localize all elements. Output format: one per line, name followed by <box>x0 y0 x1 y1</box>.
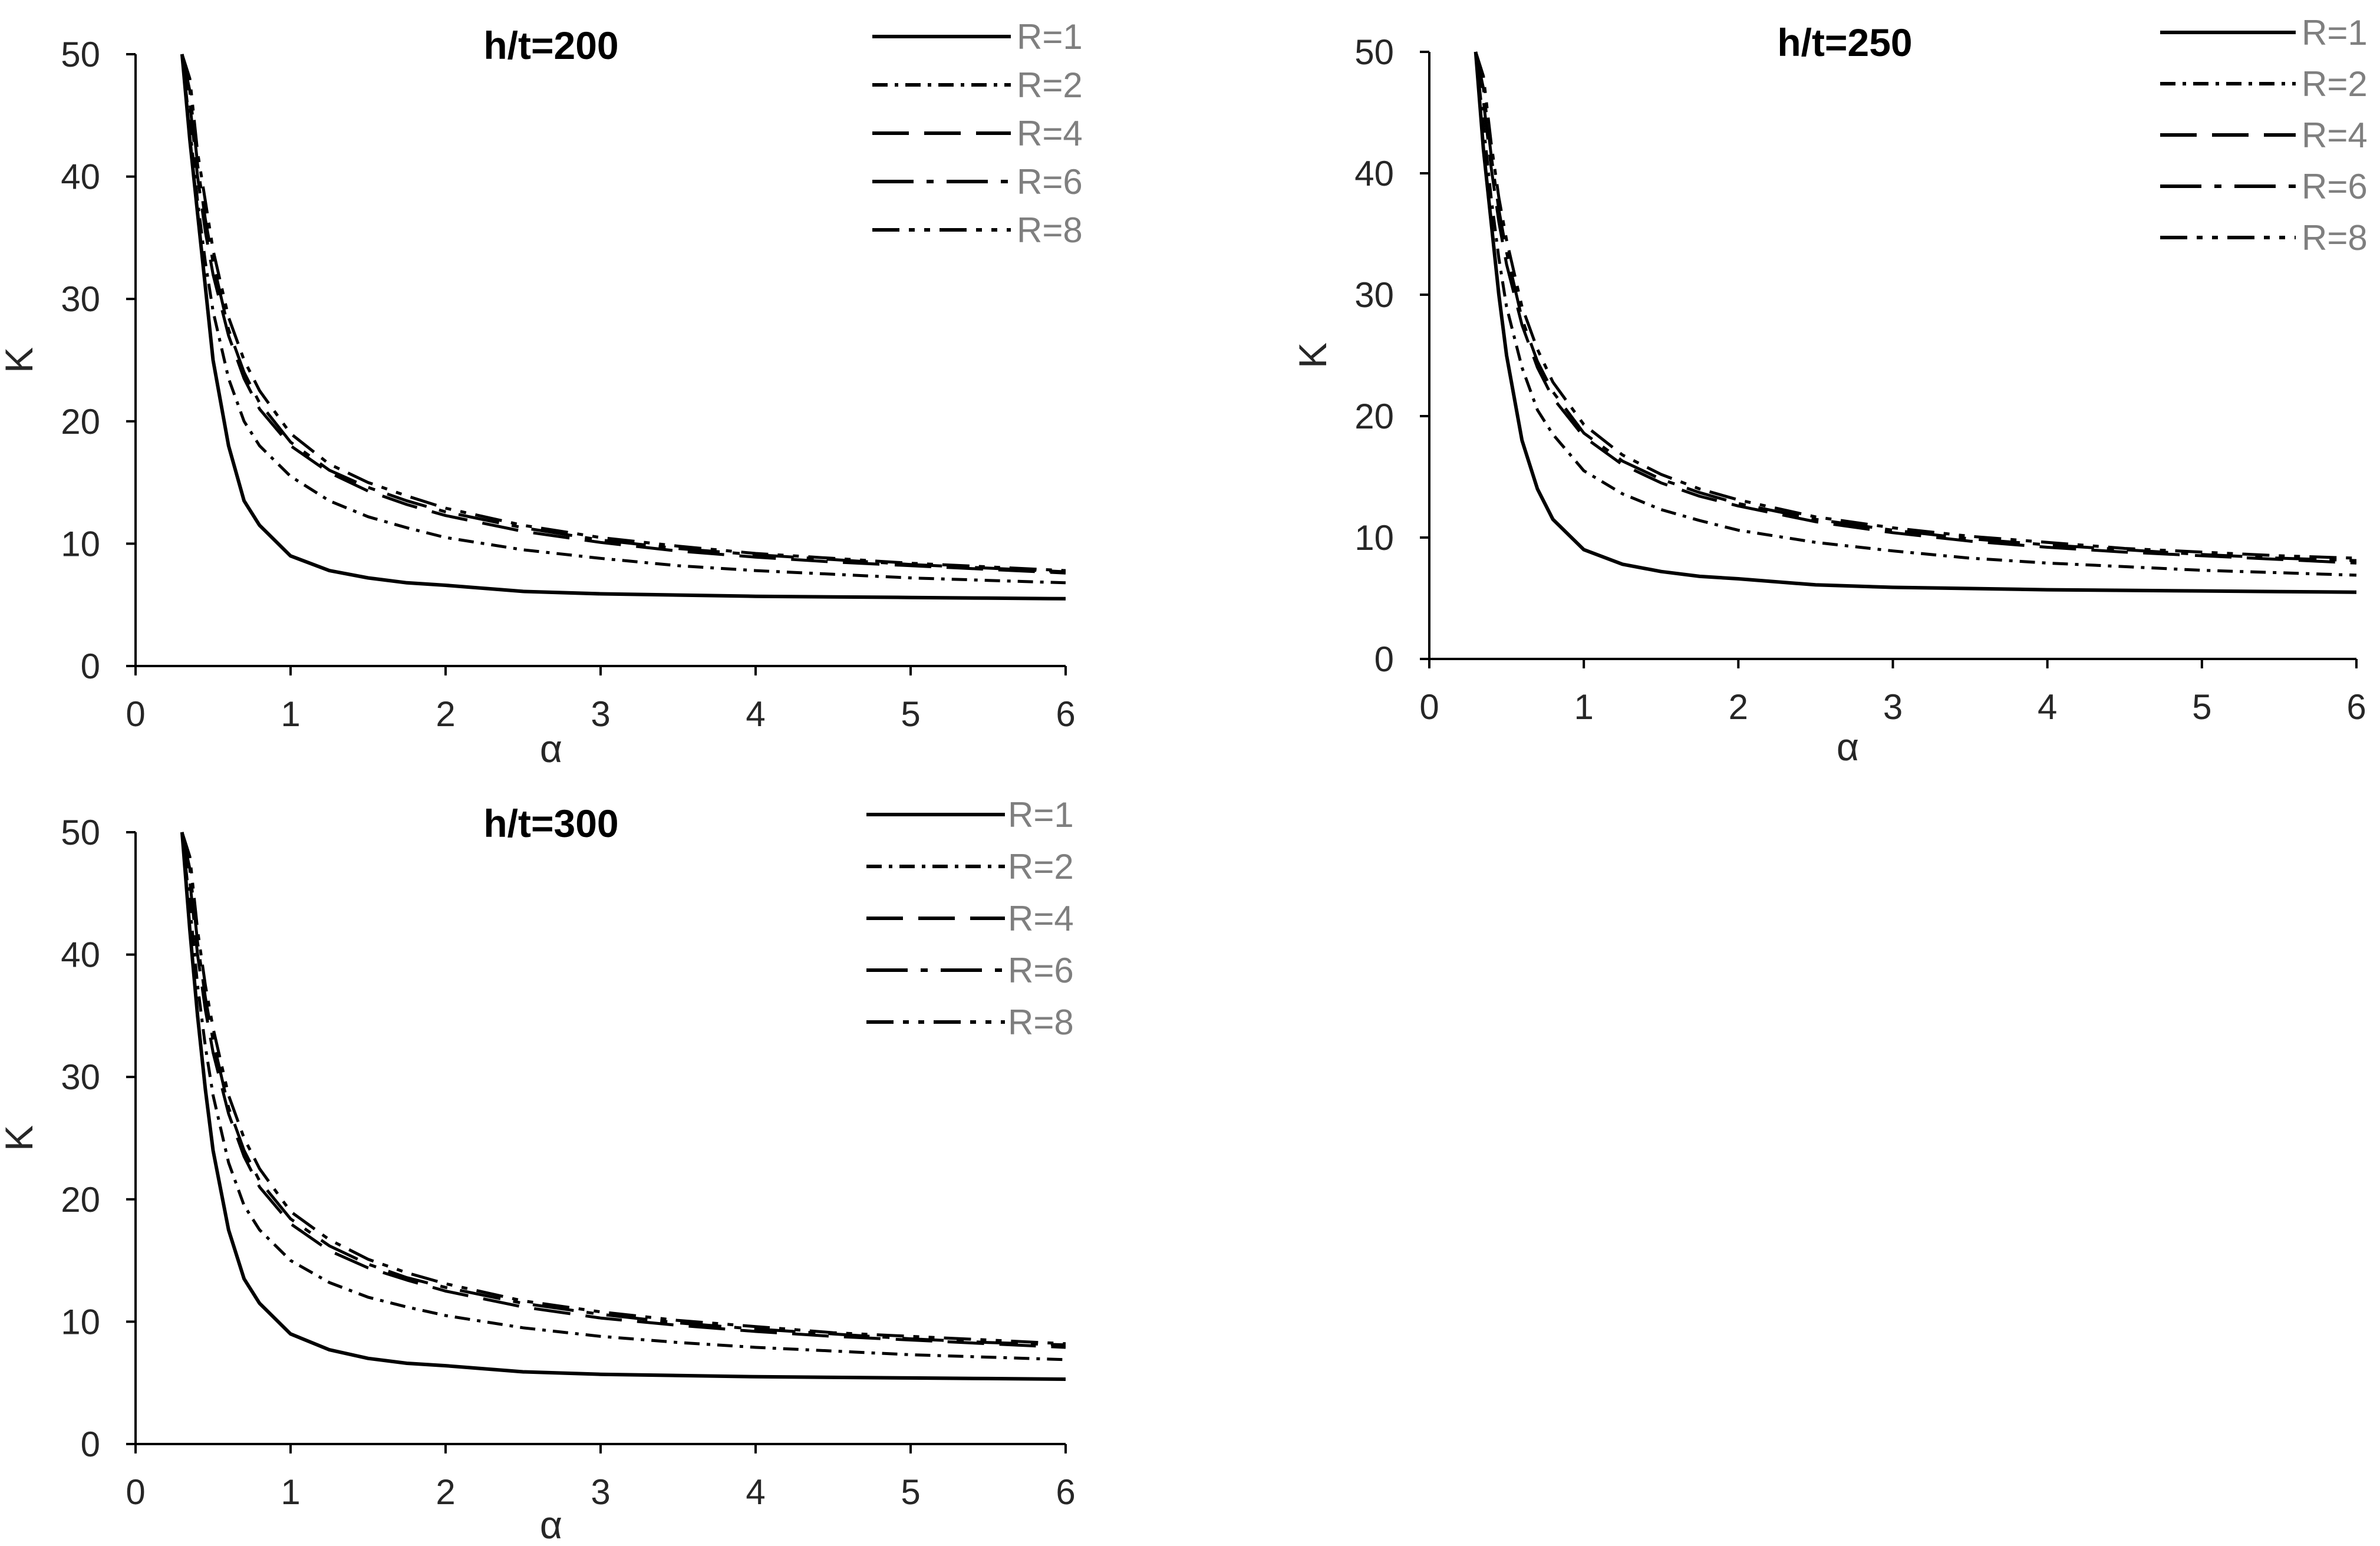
y-tick-label: 30 <box>1354 275 1394 315</box>
legend-label: R=6 <box>1017 162 1083 202</box>
y-tick-label: 30 <box>61 1057 100 1097</box>
series-line-R4 <box>180 832 1066 1349</box>
series-line-R4 <box>180 54 1066 575</box>
x-tick-label: 1 <box>1574 687 1593 727</box>
x-tick-label: 5 <box>2192 687 2211 727</box>
x-tick-label: 6 <box>2346 687 2366 727</box>
legend-label: R=6 <box>2302 167 2368 206</box>
legend-label: R=8 <box>2302 218 2368 258</box>
y-tick-label: 0 <box>81 1425 100 1464</box>
series-line-R2 <box>1474 51 2357 577</box>
y-tick-label: 20 <box>1354 397 1394 436</box>
x-tick-label: 2 <box>436 694 455 734</box>
x-tick-label: 6 <box>1056 1472 1075 1512</box>
y-tick-label: 50 <box>1354 32 1394 72</box>
legend-label: R=2 <box>2302 64 2368 104</box>
x-tick-label: 1 <box>281 1472 300 1512</box>
series-line-R8 <box>180 54 1066 572</box>
y-axis-label: K <box>0 1125 41 1151</box>
series-line-R1 <box>180 54 1066 601</box>
legend-label: R=4 <box>2302 116 2368 155</box>
chart-panel-2: 0 10 20 30 40 50 0 1 2 3 4 5 6 Kα h/t=250 R=1 R=2 R=4 R=6 R… <box>1291 13 2368 769</box>
series-line-R2 <box>180 54 1066 585</box>
y-tick-label: 10 <box>61 524 100 563</box>
series-line-R6 <box>180 54 1066 573</box>
x-tick-label: 5 <box>901 694 920 734</box>
series-line-R8 <box>180 832 1066 1346</box>
x-tick-label: 3 <box>1883 687 1903 727</box>
x-axis-label: α <box>540 727 562 770</box>
legend-label: R=8 <box>1017 210 1083 250</box>
chart-panel-3: 0 10 20 30 40 50 0 1 2 3 4 5 6 Kα h/t=300 R=1 R=2 R=4 R=6 R… <box>0 795 1076 1546</box>
y-tick-label: 20 <box>61 1180 100 1219</box>
y-tick-label: 40 <box>1354 154 1394 193</box>
y-tick-label: 30 <box>61 279 100 319</box>
legend-label: R=1 <box>2302 13 2368 52</box>
x-tick-label: 1 <box>281 694 300 734</box>
series-line-R6 <box>1474 51 2357 562</box>
y-tick-label: 10 <box>61 1302 100 1341</box>
chart-title: h/t=300 <box>483 802 618 845</box>
x-axis-label: α <box>1837 725 1859 769</box>
x-tick-label: 3 <box>591 694 610 734</box>
legend-label: R=2 <box>1008 847 1074 886</box>
series-line-R8 <box>1474 51 2357 560</box>
chart-title: h/t=250 <box>1777 21 1912 64</box>
y-axis-label: K <box>0 347 41 373</box>
y-tick-label: 40 <box>61 935 100 975</box>
x-tick-label: 0 <box>126 694 145 734</box>
x-tick-label: 0 <box>1419 687 1439 727</box>
series-line-R1 <box>1474 51 2357 594</box>
legend-label: R=2 <box>1017 65 1083 105</box>
legend-label: R=6 <box>1008 951 1074 990</box>
x-tick-label: 2 <box>1729 687 1748 727</box>
legend-label: R=1 <box>1008 795 1074 835</box>
legend-label: R=4 <box>1017 114 1083 153</box>
x-tick-label: 5 <box>901 1472 920 1512</box>
chart-title: h/t=200 <box>483 24 618 67</box>
y-tick-label: 0 <box>81 647 100 686</box>
x-tick-label: 0 <box>126 1472 145 1512</box>
legend-label: R=8 <box>1008 1003 1074 1042</box>
x-tick-label: 3 <box>591 1472 610 1512</box>
series-line-R4 <box>1474 51 2357 565</box>
y-tick-label: 20 <box>61 402 100 441</box>
x-tick-label: 4 <box>746 694 765 734</box>
y-tick-label: 40 <box>61 157 100 197</box>
legend-label: R=1 <box>1017 17 1083 57</box>
x-tick-label: 4 <box>2038 687 2057 727</box>
y-tick-label: 50 <box>61 35 100 74</box>
legend-label: R=4 <box>1008 899 1074 938</box>
series-line-R6 <box>180 832 1066 1347</box>
series-line-R1 <box>180 832 1066 1381</box>
y-tick-label: 50 <box>61 813 100 852</box>
chart-panel-1: 0 10 20 30 40 50 0 1 2 3 4 5 6 Kα h/t=200 R=1 R=2 R=4 R=6 R… <box>0 17 1083 770</box>
x-tick-label: 4 <box>746 1472 765 1512</box>
y-tick-label: 10 <box>1354 518 1394 558</box>
y-tick-label: 0 <box>1374 640 1394 679</box>
x-tick-label: 2 <box>436 1472 455 1512</box>
x-tick-label: 6 <box>1056 694 1075 734</box>
series-line-R2 <box>180 832 1066 1362</box>
y-axis-label: K <box>1291 342 1334 368</box>
x-axis-label: α <box>540 1503 562 1546</box>
